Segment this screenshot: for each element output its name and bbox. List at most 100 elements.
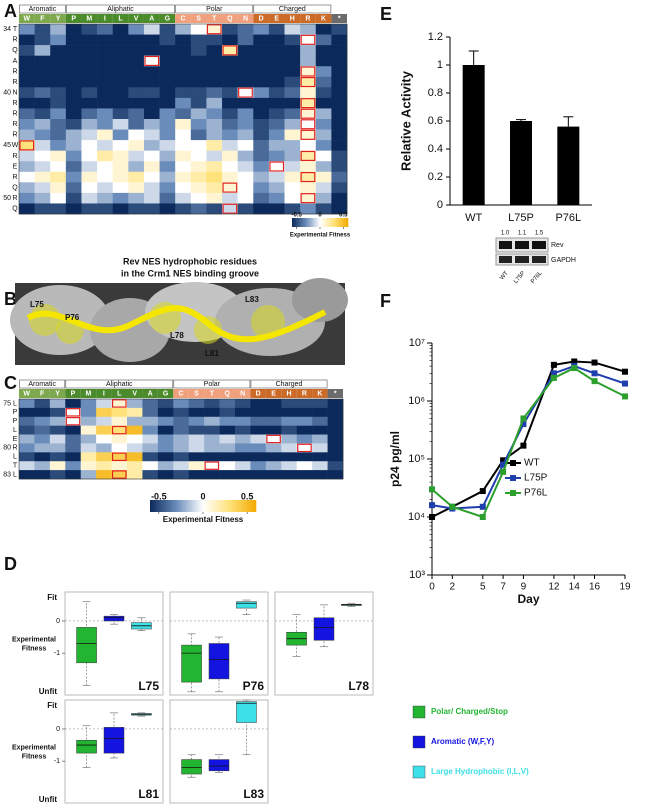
colorbar-swatch [189,500,193,512]
heat-cell [312,470,328,480]
heat-cell [159,97,176,109]
point [429,502,435,509]
legend-label: Aromatic (W,F,Y) [431,737,494,746]
colorbar-swatch [183,500,186,512]
heat-cell [19,76,35,88]
heat-cell [65,203,82,215]
heat-cell [206,97,223,109]
colorbar-swatch [324,218,327,227]
heat-cell [204,407,220,418]
heat-cell [188,461,205,471]
colorbar-swatch [187,500,191,512]
colorbar-swatch [185,500,188,512]
heat-cell [143,97,160,109]
wildtype-box [300,76,316,88]
heat-cell [175,97,192,109]
point [622,368,628,375]
heat-cell [268,119,285,130]
colorbar-swatch [176,500,180,512]
fit-label: Fit [47,593,57,602]
heat-cell [173,434,190,444]
heat-cell [315,119,332,130]
heat-cell [175,45,192,56]
heat-cell [296,425,313,435]
heat-cell [190,108,207,120]
column-header [204,389,220,398]
column-label: R [302,391,307,398]
heat-cell [97,161,114,173]
heat-cell [222,171,238,183]
heat-cell [65,108,82,120]
row-label: L [13,454,17,461]
colorbar-swatch [322,218,324,227]
colorbar-swatch [330,218,332,227]
heat-cell [112,108,129,120]
heat-cell [142,443,159,453]
colorbar-swatch [211,500,215,512]
heat-cell [34,129,51,141]
group-label: Polar [206,6,223,13]
heat-cell [34,434,51,444]
heat-cell [19,24,35,35]
heat-cell [281,434,298,444]
heat-cell [250,416,267,426]
colorbar-tick-label: 0.5 [241,491,254,501]
heat-cell [128,150,145,162]
heat-cell [235,399,251,409]
heat-cell [250,470,267,480]
heat-cell [80,461,97,471]
heat-cell [204,399,220,409]
heat-cell [65,161,82,173]
heat-cell [128,203,145,215]
colorbar-swatch [342,218,344,227]
heat-cell [315,182,332,194]
heat-cell [80,416,97,426]
point [571,358,578,365]
group-header [173,379,251,389]
heat-cell [268,192,285,204]
heat-cell [237,129,254,141]
heat-cell [112,87,129,99]
heat-cell [188,452,205,462]
western-blot [495,237,549,266]
heat-cell [19,434,35,444]
heat-cell [159,45,176,56]
row-label: R [12,121,17,128]
heat-cell [34,55,51,67]
heat-cell [300,108,317,120]
point [429,486,435,493]
bar [462,65,485,205]
heat-cell [331,66,348,78]
heat-cell [81,161,98,173]
heat-cell [268,76,285,88]
heat-cell [159,34,176,46]
heat-cell [268,45,285,56]
column-header [142,389,158,398]
box [103,727,125,754]
heat-cell [315,150,332,162]
heat-cell [143,119,160,130]
heat-cell [96,416,112,426]
heat-cell [268,182,285,194]
wildtype-box [300,129,316,140]
heat-cell [250,452,267,462]
heat-cell [50,87,67,99]
heat-cell [19,45,35,56]
heat-cell [96,452,112,462]
heat-cell [284,108,301,120]
heat-cell [284,171,301,183]
group-label: Aliphatic [107,6,134,13]
colorbar-swatch [158,500,162,512]
heat-cell [127,452,143,462]
heat-cell [96,399,112,409]
heat-cell [80,434,97,444]
heat-cell [128,55,145,67]
heat-cell [300,171,317,183]
colorbar-label: Experimental Fitness [163,515,244,524]
heat-cell [34,425,51,435]
y-tick-label: 0 [56,726,60,733]
heat-cell [19,443,35,453]
colorbar-swatch [225,500,228,512]
heat-cell [253,76,270,88]
panel-label: B [4,289,17,309]
